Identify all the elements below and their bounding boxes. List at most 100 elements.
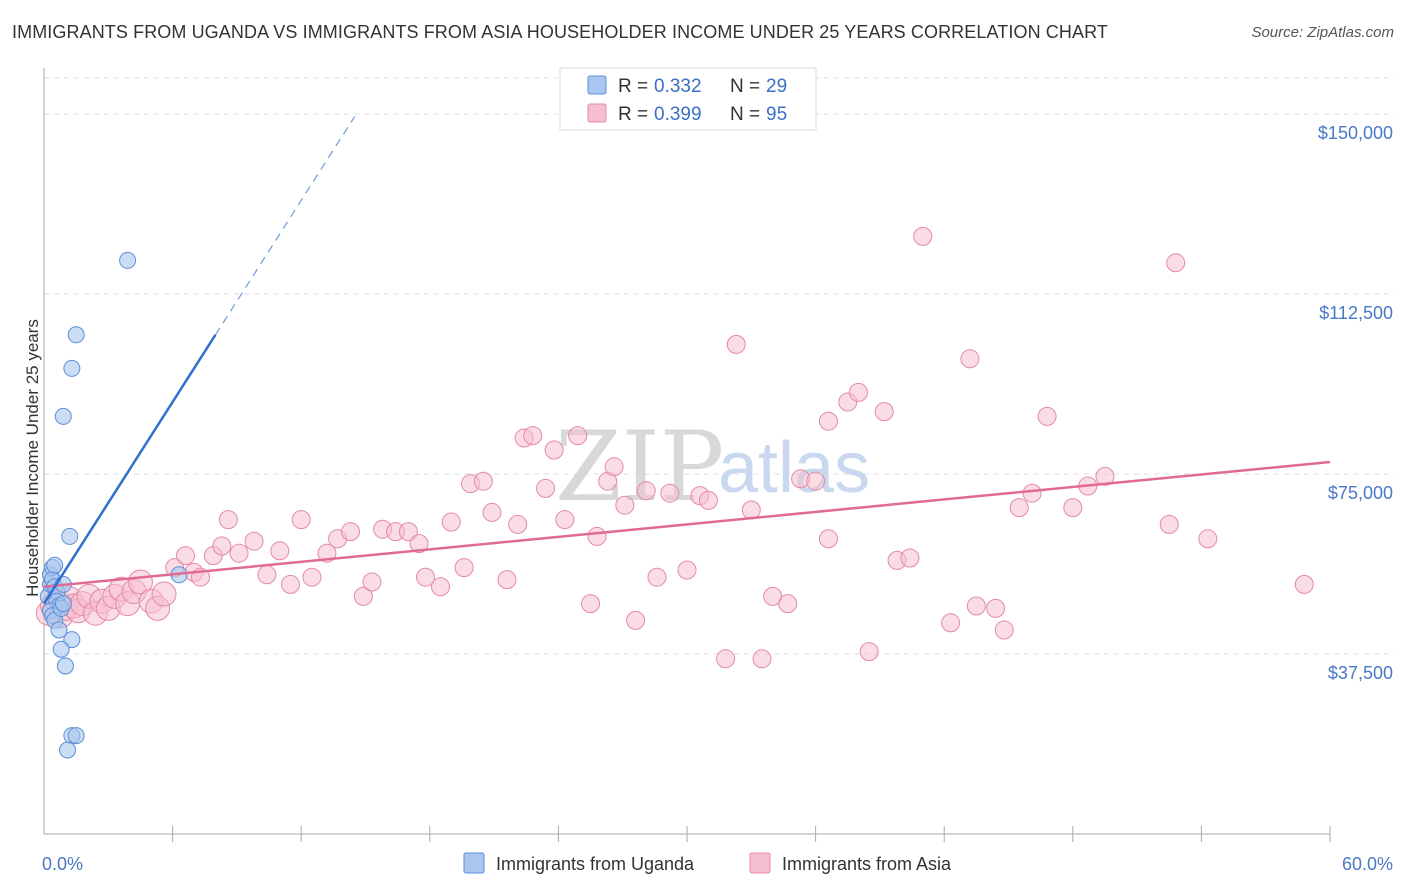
asia-point-79 — [818, 529, 838, 549]
asia-point-80 — [818, 411, 838, 431]
asia-point-94 — [1022, 483, 1042, 503]
asia-point-86 — [900, 548, 920, 568]
chart-source: Source: ZipAtlas.com — [1251, 24, 1394, 41]
asia-point-84 — [874, 402, 894, 422]
asia-point-30 — [257, 565, 277, 585]
asia-point-83 — [859, 642, 879, 662]
asia-point-45 — [431, 577, 451, 597]
legend-r-label-uganda: R = — [618, 76, 648, 97]
uganda-point-22 — [59, 741, 77, 759]
asia-point-44 — [416, 567, 436, 587]
asia-point-82 — [848, 382, 868, 402]
asia-point-34 — [302, 567, 322, 587]
legend-swatch-uganda — [587, 75, 607, 95]
uganda-point-23 — [67, 727, 85, 745]
x-tick-labels: 0.0% 60.0% — [42, 854, 1393, 874]
asia-point-91 — [986, 598, 1006, 618]
asia-point-72 — [726, 334, 746, 354]
trend-line-asia — [43, 460, 1331, 589]
asia-point-70 — [698, 490, 718, 510]
series-legend-label-uganda: Immigrants from Uganda — [496, 854, 695, 874]
uganda-point-26 — [63, 359, 81, 377]
asia-point-64 — [626, 610, 646, 630]
legend-n-label-asia: N = — [730, 104, 760, 125]
asia-point-78 — [806, 471, 826, 491]
asia-point-95 — [1037, 406, 1057, 426]
asia-point-33 — [291, 510, 311, 530]
uganda-point-27 — [54, 407, 72, 425]
trend-line-uganda — [42, 334, 217, 605]
asia-point-87 — [913, 226, 933, 246]
asia-point-49 — [473, 471, 493, 491]
asia-point-88 — [941, 613, 961, 633]
series-legend-swatch-uganda — [463, 852, 485, 874]
uganda-point-24 — [119, 251, 137, 269]
legend-swatch-asia — [587, 103, 607, 123]
asia-point-66 — [647, 567, 667, 587]
asia-point-54 — [523, 426, 543, 446]
series-legend-swatch-asia — [749, 852, 771, 874]
uganda-point-16 — [61, 527, 79, 545]
legend-n-value-asia: 95 — [766, 104, 787, 125]
asia-point-89 — [960, 349, 980, 369]
chart-title: IMMIGRANTS FROM UGANDA VS IMMIGRANTS FRO… — [12, 22, 1108, 42]
series-uganda-points — [39, 251, 188, 759]
legend-r-value-asia: 0.399 — [654, 104, 702, 125]
asia-point-100 — [1166, 253, 1186, 273]
x-tick-label-0: 0.0% — [42, 854, 83, 874]
asia-point-68 — [677, 560, 697, 580]
watermark-atlas: atlas — [718, 428, 870, 508]
trend-lines — [42, 116, 1331, 605]
uganda-point-18 — [50, 621, 68, 639]
asia-point-51 — [497, 570, 517, 590]
asia-point-50 — [482, 502, 502, 522]
asia-point-65 — [636, 481, 656, 501]
asia-point-47 — [454, 558, 474, 578]
asia-point-96 — [1063, 498, 1083, 518]
series-legend-label-asia: Immigrants from Asia — [782, 854, 952, 874]
asia-point-27 — [218, 510, 238, 530]
asia-point-58 — [568, 426, 588, 446]
uganda-point-19 — [52, 640, 70, 658]
asia-point-62 — [604, 457, 624, 477]
legend-r-value-uganda: 0.332 — [654, 76, 702, 97]
asia-point-32 — [280, 574, 300, 594]
asia-point-74 — [752, 649, 772, 669]
asia-point-59 — [581, 594, 601, 614]
trend-line-uganda-extension — [214, 116, 356, 336]
asia-point-31 — [270, 541, 290, 561]
uganda-point-20 — [56, 657, 74, 675]
asia-point-20 — [151, 581, 177, 607]
asia-point-56 — [544, 440, 564, 460]
y-tick-label-2: $112,500 — [1319, 303, 1393, 323]
asia-point-37 — [340, 522, 360, 542]
asia-point-92 — [994, 620, 1014, 640]
asia-point-63 — [615, 495, 635, 515]
asia-point-42 — [398, 522, 418, 542]
asia-point-29 — [244, 531, 264, 551]
uganda-point-14 — [54, 595, 72, 613]
y-tick-label-3: $150,000 — [1318, 123, 1393, 143]
y-axis-label: Householder Income Under 25 years — [23, 319, 42, 597]
asia-point-90 — [966, 596, 986, 616]
asia-point-67 — [660, 483, 680, 503]
legend-n-label-uganda: N = — [730, 76, 760, 97]
asia-point-98 — [1095, 466, 1115, 486]
series-legend: Immigrants from Uganda Immigrants from A… — [463, 852, 952, 874]
axes — [43, 68, 1331, 842]
asia-point-22 — [175, 546, 195, 566]
asia-point-99 — [1159, 514, 1179, 534]
asia-point-26 — [212, 536, 232, 556]
asia-point-43 — [409, 534, 429, 554]
uganda-point-5 — [46, 556, 64, 574]
asia-point-93 — [1009, 498, 1029, 518]
uganda-point-17 — [63, 631, 81, 649]
asia-point-39 — [362, 572, 382, 592]
legend: R = 0.332 N = 29 R = 0.399 N = 95 — [559, 67, 817, 131]
uganda-point-25 — [67, 326, 85, 344]
asia-point-71 — [716, 649, 736, 669]
asia-point-101 — [1198, 529, 1218, 549]
y-tick-labels: $37,500 $75,000 $112,500 $150,000 — [1318, 123, 1393, 683]
asia-point-57 — [555, 510, 575, 530]
asia-point-55 — [536, 478, 556, 498]
